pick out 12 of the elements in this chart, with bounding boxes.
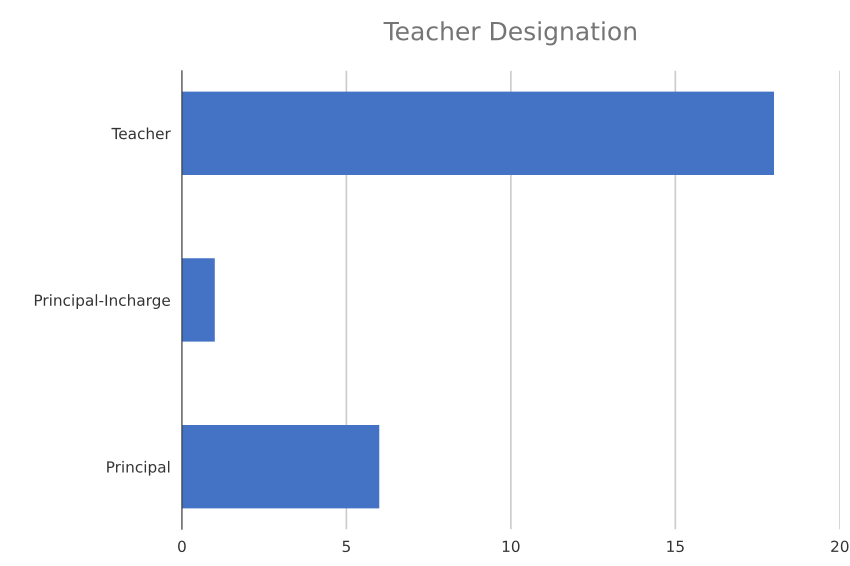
x-tick-label: 20	[831, 540, 849, 552]
y-tick-label: Principal-Incharge	[34, 294, 170, 309]
y-tick-label: Principal	[107, 460, 170, 476]
bar	[182, 92, 774, 175]
chart-title: Teacher Designation	[384, 21, 636, 46]
x-tick-label: 10	[502, 540, 520, 552]
bar	[182, 425, 380, 508]
x-tick-label: 5	[342, 540, 350, 552]
bar	[182, 258, 215, 342]
y-tick-label: Teacher	[111, 127, 171, 140]
x-tick-label: 15	[667, 540, 684, 552]
x-tick-label: 0	[178, 540, 186, 552]
